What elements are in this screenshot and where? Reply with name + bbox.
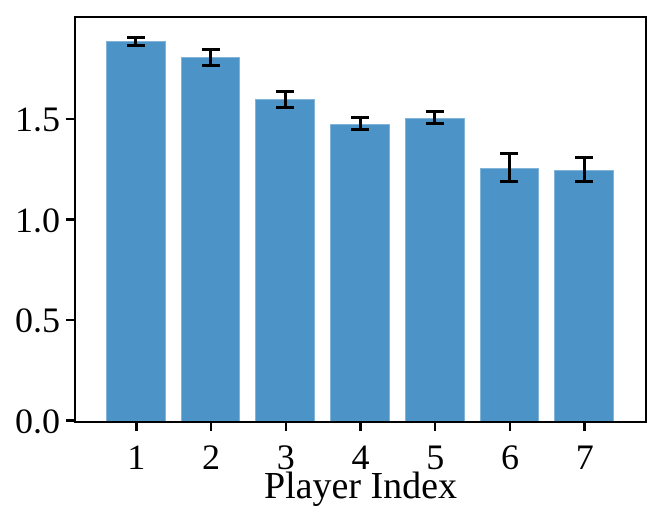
error-bar-line-2 (209, 49, 213, 66)
x-axis-label: Player Index (263, 465, 458, 507)
x-tick-label-2: 2 (202, 437, 221, 477)
x-tick-label-1: 1 (127, 437, 146, 477)
bar-player-3 (255, 99, 316, 421)
error-bar-cap-bottom-5 (425, 122, 444, 126)
x-tick-mark-5 (433, 423, 437, 431)
plot-area (74, 16, 647, 423)
error-bar-cap-bottom-6 (500, 180, 519, 184)
x-tick-label-6: 6 (500, 437, 519, 477)
bar-player-6 (479, 167, 540, 421)
error-bar-line-3 (283, 91, 287, 108)
error-bar-line-5 (433, 111, 437, 124)
error-bar-cap-bottom-1 (126, 43, 145, 47)
error-bar-cap-bottom-2 (201, 63, 220, 67)
error-bar-cap-top-2 (201, 47, 220, 51)
error-bar-cap-top-6 (500, 152, 519, 156)
bar-player-5 (404, 117, 465, 421)
y-tick-label-0.5: 0.5 (15, 300, 60, 340)
y-tick-label-1.5: 1.5 (15, 99, 60, 139)
error-bar-cap-top-3 (276, 89, 295, 93)
bar-player-4 (330, 123, 390, 421)
x-tick-mark-4 (359, 423, 362, 431)
error-bar-line-4 (358, 117, 362, 130)
x-tick-mark-7 (583, 423, 586, 431)
error-bar-cap-bottom-4 (351, 128, 369, 132)
error-bar-line-7 (582, 157, 586, 182)
y-tick-label-0.0: 0.0 (15, 400, 60, 441)
error-bar-cap-top-5 (425, 109, 444, 113)
error-bar-cap-top-1 (126, 35, 145, 39)
error-bar-cap-bottom-7 (575, 180, 594, 184)
bar-player-2 (180, 57, 241, 421)
error-bar-line-6 (507, 153, 511, 182)
x-tick-mark-6 (508, 423, 512, 431)
error-bar-cap-top-4 (351, 116, 369, 119)
x-tick-label-7: 7 (575, 437, 594, 477)
x-tick-label-5: 5 (426, 437, 445, 477)
y-tick-mark-0.5 (66, 318, 74, 322)
y-tick-mark-1.5 (66, 117, 74, 121)
bar-player-7 (554, 169, 615, 421)
bar-player-1 (105, 41, 166, 421)
error-bar-cap-top-7 (575, 156, 594, 160)
error-bar-line-1 (134, 37, 138, 46)
error-bar-cap-bottom-3 (276, 105, 295, 109)
y-tick-mark-1.0 (66, 218, 74, 221)
x-tick-label-3: 3 (276, 437, 295, 477)
x-tick-mark-2 (209, 423, 213, 431)
x-tick-mark-1 (135, 423, 138, 431)
y-tick-mark-0.0 (66, 419, 74, 422)
x-tick-mark-3 (284, 423, 287, 431)
x-tick-label-4: 4 (351, 437, 370, 477)
y-tick-label-1.0: 1.0 (15, 199, 60, 240)
